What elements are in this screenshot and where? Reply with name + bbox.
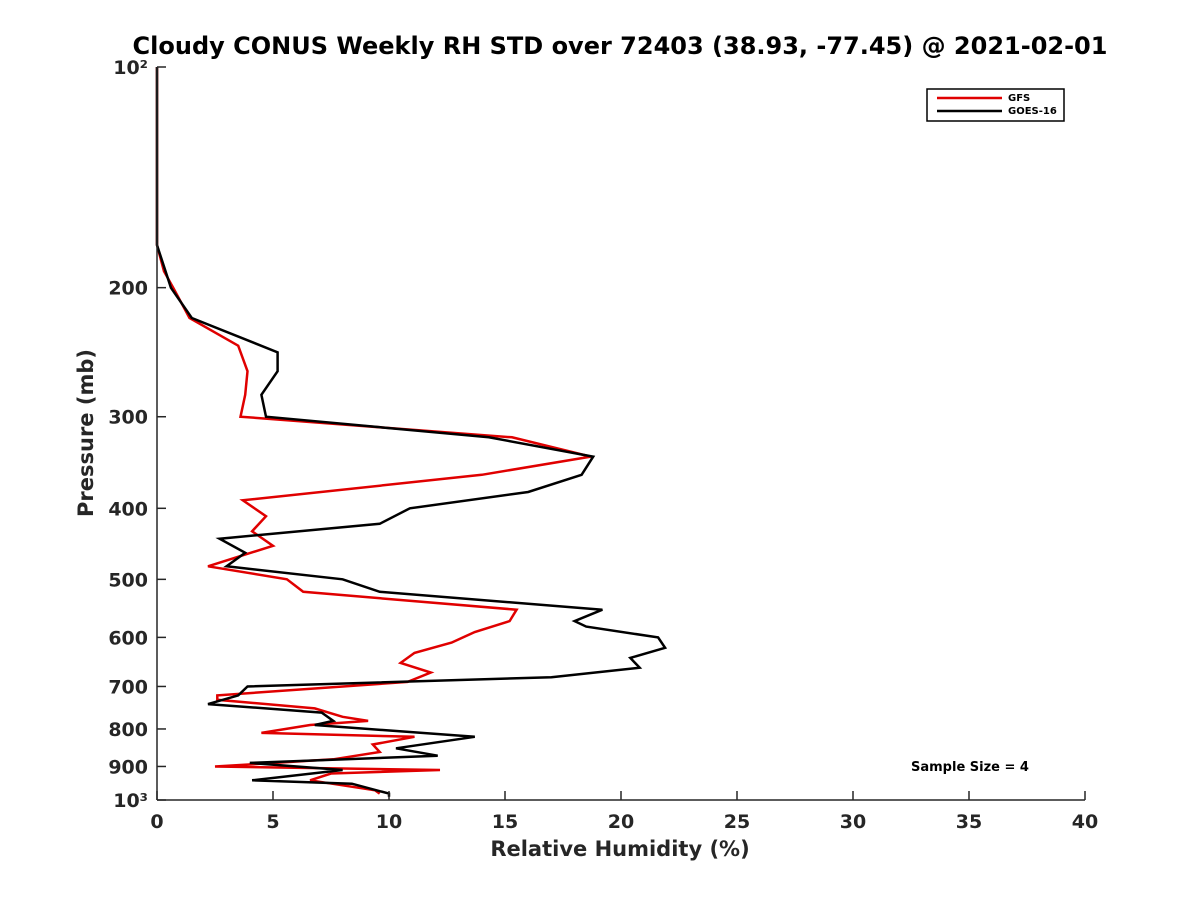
series-layer <box>155 67 668 797</box>
y-tick-label: 10³ <box>113 790 148 812</box>
y-tick-label: 300 <box>108 407 148 429</box>
y-tick-label: 800 <box>108 719 148 741</box>
y-tick-label: 900 <box>108 756 148 778</box>
chart-title: Cloudy CONUS Weekly RH STD over 72403 (3… <box>133 32 1108 60</box>
y-tick-labels: 10² 200 300 400 500 600 700 800 900 10³ <box>108 57 148 812</box>
series-line-gfs <box>155 67 592 795</box>
axes-layer <box>156 66 1086 801</box>
x-tick-label: 30 <box>840 811 866 833</box>
legend-label-goes16: GOES-16 <box>1008 106 1057 117</box>
y-axis-label: Pressure (mb) <box>74 349 98 517</box>
x-tick-label: 10 <box>376 811 402 833</box>
y-tick-label: 500 <box>108 569 148 591</box>
legend-label-gfs: GFS <box>1008 93 1030 104</box>
x-tick-label: 20 <box>608 811 634 833</box>
legend-box <box>926 88 1065 122</box>
x-axis-label: Relative Humidity (%) <box>490 837 749 861</box>
x-tick-label: 25 <box>724 811 750 833</box>
x-tick-label: 35 <box>956 811 982 833</box>
x-tick-label: 5 <box>266 811 279 833</box>
legend: GFS GOES-16 <box>926 88 1065 122</box>
y-tick-label: 10² <box>113 57 148 79</box>
series-line-goes16 <box>155 67 668 797</box>
y-tick-label: 600 <box>108 627 148 649</box>
x-tick-label: 15 <box>492 811 518 833</box>
y-tick-label: 700 <box>108 676 148 698</box>
y-tick-label: 400 <box>108 498 148 520</box>
sample-size-annotation: Sample Size = 4 <box>911 760 1029 775</box>
plot-area: 0 5 10 15 20 25 30 35 40 10² 200 300 400 500 600 700 80… <box>108 57 1098 833</box>
x-tick-label: 40 <box>1072 811 1098 833</box>
x-tick-labels: 0 5 10 15 20 25 30 35 40 <box>150 811 1098 833</box>
y-tick-label: 200 <box>108 278 148 300</box>
x-tick-label: 0 <box>150 811 163 833</box>
